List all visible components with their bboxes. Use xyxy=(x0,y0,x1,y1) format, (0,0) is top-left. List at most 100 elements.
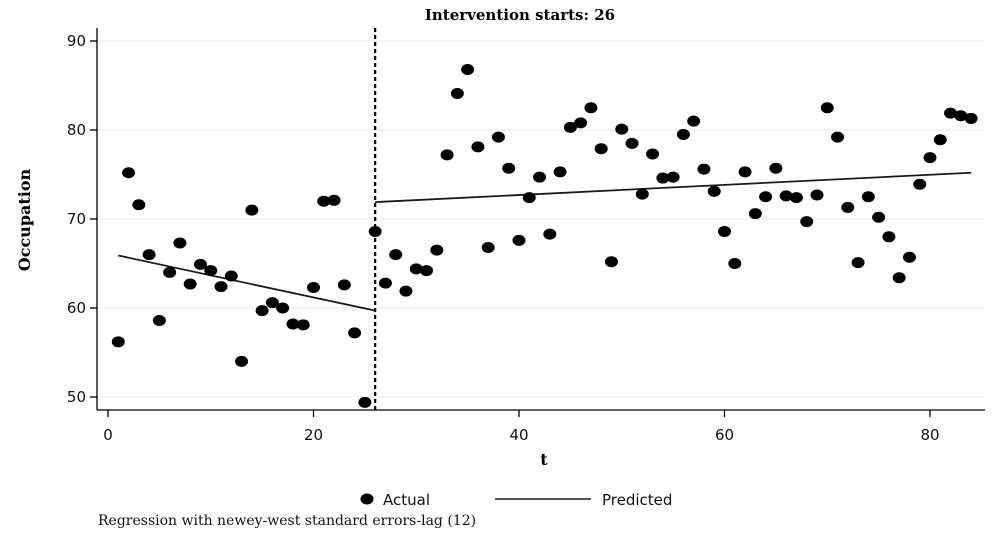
data-point xyxy=(718,225,731,237)
data-point xyxy=(861,191,875,203)
data-point xyxy=(676,128,690,140)
data-point xyxy=(491,131,505,143)
data-point xyxy=(348,327,362,339)
data-point xyxy=(800,216,814,228)
grid-lines xyxy=(97,40,985,398)
data-point xyxy=(872,211,886,223)
data-point xyxy=(450,88,464,100)
data-point xyxy=(759,191,773,203)
y-axis-title: Occupation xyxy=(15,168,34,271)
data-point xyxy=(173,237,187,249)
data-point xyxy=(882,231,896,243)
data-point xyxy=(954,110,968,122)
data-point xyxy=(409,263,423,275)
data-point xyxy=(779,190,793,202)
data-point xyxy=(789,192,803,204)
chart-note: Regression with newey-west standard erro… xyxy=(98,513,476,529)
data-point xyxy=(656,172,670,184)
data-point xyxy=(635,188,649,200)
data-point xyxy=(964,112,978,124)
y-tick-label: 70 xyxy=(67,210,86,228)
data-point xyxy=(389,249,403,261)
data-point xyxy=(286,318,300,330)
y-tick-label: 60 xyxy=(67,299,86,317)
data-point xyxy=(399,285,413,297)
data-point xyxy=(255,305,269,317)
data-point xyxy=(574,117,588,129)
data-point xyxy=(471,141,485,153)
chart-title: Intervention starts: 26 xyxy=(425,6,615,24)
data-point xyxy=(512,234,526,246)
data-point xyxy=(461,63,475,75)
data-point xyxy=(615,123,629,135)
data-point xyxy=(748,208,762,220)
data-point xyxy=(296,319,310,331)
legend-actual-label: Actual xyxy=(383,491,430,509)
legend-predicted-label: Predicted xyxy=(602,491,672,509)
data-point xyxy=(265,297,279,309)
data-point xyxy=(913,178,927,190)
data-point xyxy=(810,189,824,201)
data-point xyxy=(317,195,331,207)
data-point xyxy=(337,279,351,291)
data-point xyxy=(584,102,598,114)
data-point xyxy=(430,244,444,256)
x-tick-label: 80 xyxy=(920,426,939,444)
data-point xyxy=(152,314,166,326)
data-point xyxy=(944,107,958,119)
data-point xyxy=(646,148,660,160)
data-point xyxy=(235,355,249,367)
predicted-line-segment xyxy=(375,171,972,203)
x-axis-title: t xyxy=(540,450,548,469)
data-point xyxy=(224,270,238,282)
data-point xyxy=(327,194,341,206)
x-tick-label: 60 xyxy=(715,426,734,444)
y-tick-label: 90 xyxy=(67,32,86,50)
data-point xyxy=(707,185,721,197)
data-point xyxy=(728,258,742,269)
data-point xyxy=(933,134,947,146)
data-point xyxy=(902,251,916,263)
predicted-series xyxy=(118,171,972,312)
data-point xyxy=(553,166,567,178)
data-point xyxy=(666,171,680,183)
data-point xyxy=(502,162,516,174)
data-point xyxy=(204,265,218,277)
data-point xyxy=(307,282,320,294)
data-point xyxy=(183,278,197,290)
data-point xyxy=(851,257,865,269)
x-ticks: 0 20 40 60 80 xyxy=(103,410,940,444)
data-point xyxy=(142,249,156,261)
data-point xyxy=(163,266,177,278)
data-point xyxy=(543,228,557,240)
data-point xyxy=(214,281,228,293)
data-point xyxy=(440,149,454,161)
data-point xyxy=(563,121,577,133)
y-tick-label: 80 xyxy=(67,121,86,139)
data-point xyxy=(594,143,608,155)
data-point xyxy=(687,115,701,127)
data-point xyxy=(769,162,783,174)
data-point xyxy=(697,163,711,175)
data-point xyxy=(820,102,834,114)
data-point xyxy=(522,192,536,204)
data-point xyxy=(276,302,290,314)
data-point xyxy=(368,225,382,237)
data-point xyxy=(245,204,259,216)
legend-actual-marker xyxy=(360,493,374,505)
data-point xyxy=(923,152,937,164)
data-point xyxy=(831,131,845,143)
y-tick-label: 50 xyxy=(67,388,86,406)
data-point xyxy=(122,167,136,179)
data-point xyxy=(358,396,372,408)
data-point xyxy=(420,265,434,277)
legend: Actual Predicted xyxy=(360,491,672,509)
predicted-line-segment xyxy=(118,254,376,312)
data-point xyxy=(841,201,855,213)
data-point xyxy=(132,199,146,211)
data-point xyxy=(193,258,207,270)
data-point xyxy=(481,241,495,253)
data-point xyxy=(533,171,547,183)
data-point xyxy=(892,272,906,284)
